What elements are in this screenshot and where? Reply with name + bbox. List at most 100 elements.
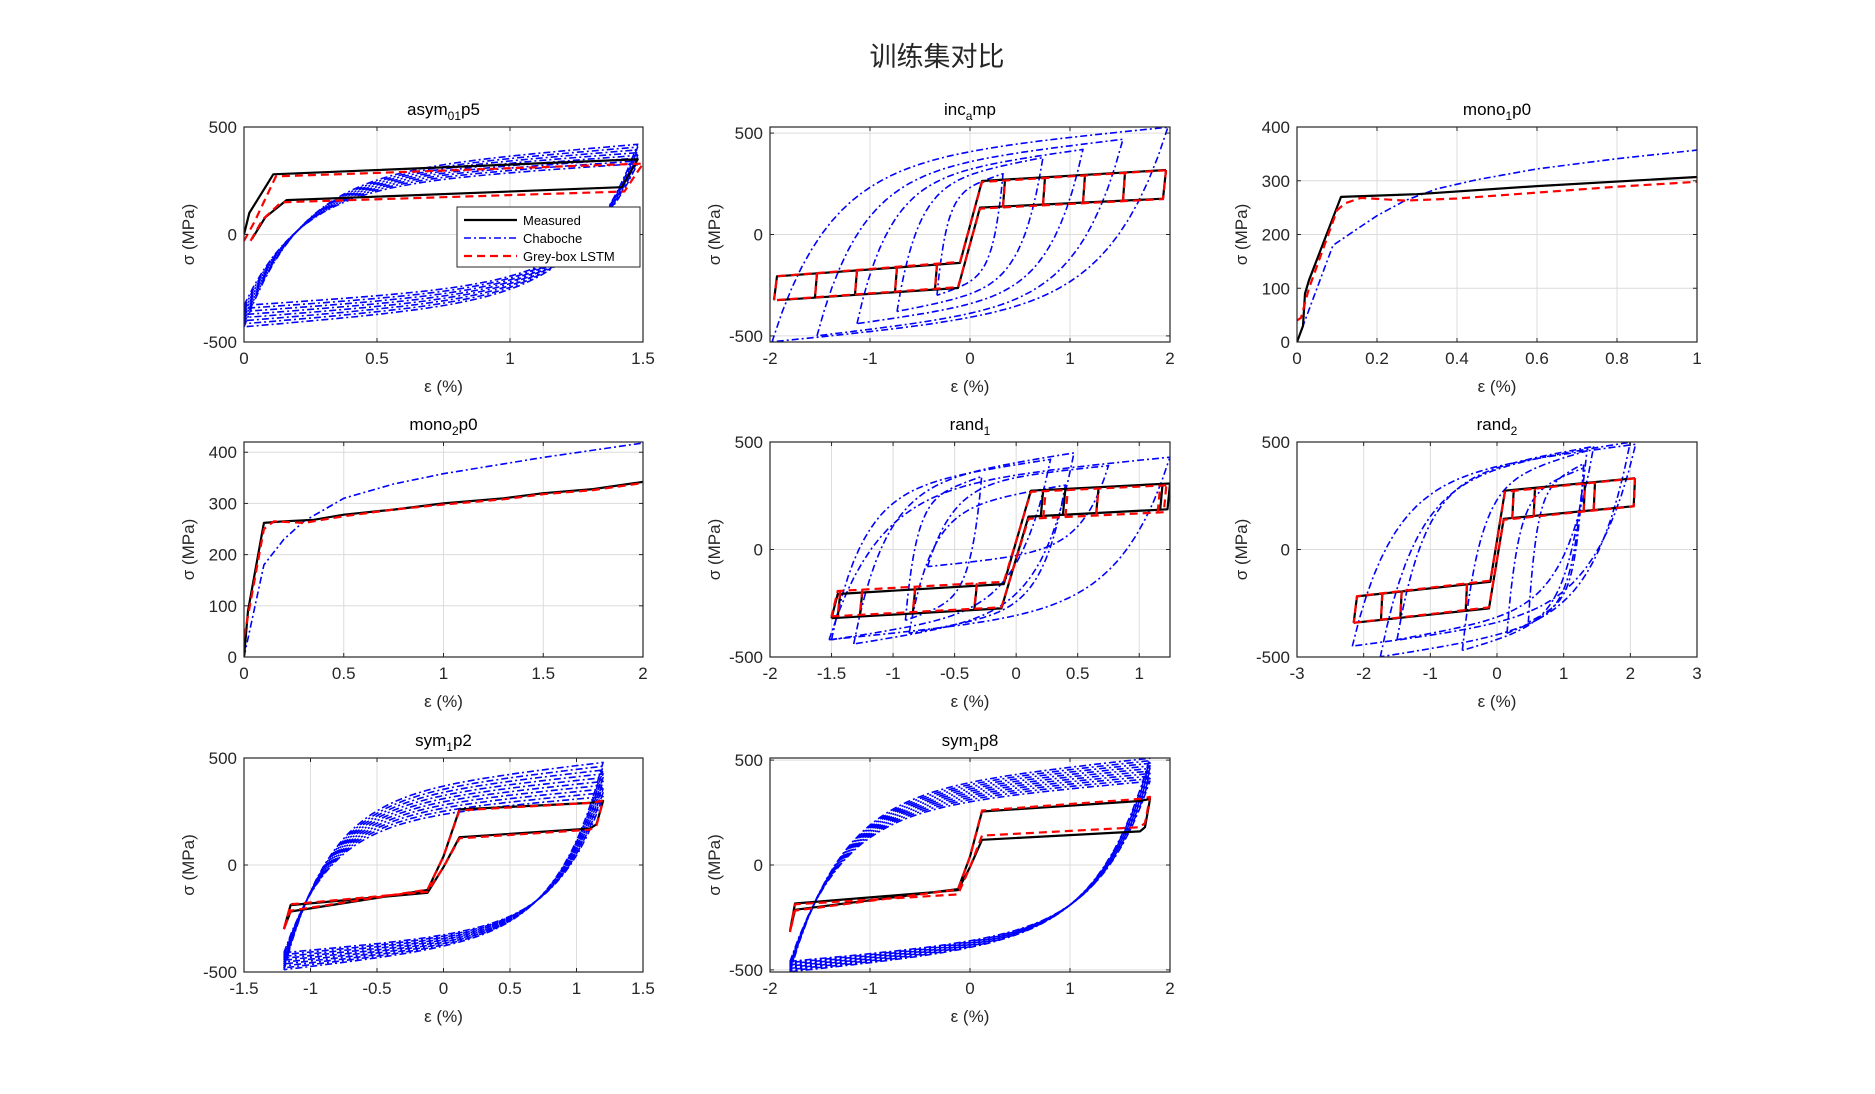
- y-axis-label: σ (MPa): [1232, 519, 1251, 581]
- series-chaboche: [283, 780, 604, 961]
- series-grey-box-lstm: [933, 263, 939, 289]
- x-tick-label: 1: [1134, 664, 1143, 683]
- series-chaboche: [244, 160, 639, 310]
- x-tick-label: 2: [1165, 979, 1174, 998]
- series-grey-box-lstm: [772, 169, 1167, 301]
- legend: Measured Chaboche Grey-box LSTM: [456, 206, 641, 268]
- series-chaboche: [283, 784, 604, 960]
- series-chaboche: [771, 127, 1169, 342]
- series-grey-box-lstm: [1532, 488, 1537, 517]
- x-tick-label: 2: [1165, 349, 1174, 368]
- series-grey-box-lstm: [858, 589, 864, 615]
- x-tick-label: 1.5: [631, 349, 655, 368]
- series-chaboche: [1351, 443, 1637, 647]
- series-chaboche: [244, 151, 639, 319]
- series-measured: [1159, 483, 1164, 510]
- series-measured: [1352, 477, 1636, 623]
- y-tick-label: 500: [735, 751, 763, 770]
- y-tick-label: -500: [203, 963, 237, 982]
- y-tick-label: 300: [209, 494, 237, 513]
- y-tick-label: 100: [209, 597, 237, 616]
- y-tick-label: 0: [228, 226, 237, 245]
- series-grey-box-lstm: [830, 484, 1167, 617]
- series-grey-box-lstm: [788, 795, 1152, 933]
- series-grey-box-lstm: [1399, 590, 1403, 618]
- plot-area: [1297, 149, 1697, 342]
- series-grey-box-lstm: [1582, 483, 1587, 512]
- y-tick-label: 0: [228, 856, 237, 875]
- legend-label: Measured: [523, 213, 581, 228]
- series-chaboche: [283, 776, 604, 963]
- x-tick-label: 0: [1292, 349, 1301, 368]
- series-measured: [1039, 490, 1045, 517]
- y-axis-label: σ (MPa): [1232, 204, 1251, 266]
- y-tick-label: -500: [729, 648, 763, 667]
- series-chaboche: [830, 458, 1052, 641]
- y-tick-label: -500: [203, 333, 237, 352]
- y-tick-label: 500: [209, 118, 237, 137]
- subplot-rand2: -3 -2 -1 0 1 2 3 -500 0 500 rand2 ε (%) σ (MPa): [1232, 415, 1702, 711]
- x-tick-label: 0: [239, 664, 248, 683]
- y-tick-label: 200: [1262, 226, 1290, 245]
- x-tick-label: 1.5: [631, 979, 655, 998]
- subplot-title: asym01p5: [407, 100, 480, 123]
- series-grey-box-lstm: [1001, 180, 1007, 208]
- series-chaboche: [283, 769, 604, 967]
- x-tick-label: -2: [1356, 664, 1371, 683]
- series-grey-box-lstm: [1592, 482, 1597, 511]
- series-chaboche: [244, 154, 639, 316]
- series-grey-box-lstm: [836, 590, 842, 617]
- x-tick-label: -2: [762, 349, 777, 368]
- y-axis-label: σ (MPa): [705, 834, 724, 896]
- x-tick-label: 1.5: [531, 664, 555, 683]
- series-chaboche: [896, 156, 1044, 313]
- x-tick-label: -1: [862, 979, 877, 998]
- y-tick-label: 500: [1262, 433, 1290, 452]
- series-chaboche: [1461, 449, 1588, 652]
- x-tick-label: -0.5: [362, 979, 391, 998]
- series-chaboche: [283, 788, 604, 958]
- series-grey-box-lstm: [1156, 485, 1162, 513]
- x-tick-label: 0.2: [1365, 349, 1389, 368]
- x-tick-label: 1: [1065, 979, 1074, 998]
- legend-label: Grey-box LSTM: [523, 249, 615, 264]
- subplot-title: sym1p8: [942, 731, 999, 754]
- series-chaboche: [1527, 462, 1585, 624]
- series-grey-box-lstm: [1379, 592, 1384, 620]
- x-axis-label: ε (%): [1478, 692, 1517, 711]
- series-chaboche: [244, 442, 643, 657]
- x-tick-label: 0: [1492, 664, 1501, 683]
- legend-box: [456, 206, 641, 268]
- x-tick-label: -1: [886, 664, 901, 683]
- x-tick-label: 0: [965, 349, 974, 368]
- series-chaboche: [244, 146, 639, 325]
- x-tick-label: 0.5: [365, 349, 389, 368]
- x-tick-label: 0.5: [1066, 664, 1090, 683]
- x-tick-label: 0: [1011, 664, 1020, 683]
- series-grey-box-lstm: [813, 272, 819, 298]
- y-tick-label: 0: [228, 648, 237, 667]
- series-grey-box-lstm: [911, 586, 917, 613]
- series-grey-box-lstm: [1464, 583, 1469, 610]
- x-axis-label: ε (%): [951, 692, 990, 711]
- series-grey-box-lstm: [1064, 490, 1069, 518]
- subplot-title: sym1p2: [415, 731, 472, 754]
- x-axis-label: ε (%): [951, 377, 990, 396]
- series-measured: [1061, 488, 1067, 515]
- x-tick-label: -1.5: [817, 664, 846, 683]
- y-tick-label: 0: [754, 226, 763, 245]
- x-tick-label: 2: [638, 664, 647, 683]
- subplot-rand1: -2 -1.5 -1 -0.5 0 0.5 1 -500 0 500 rand1 ε (%) σ (MP…: [705, 415, 1171, 711]
- series-chaboche: [283, 761, 604, 971]
- series-chaboche: [856, 148, 1084, 325]
- subplot-title: rand1: [950, 415, 991, 438]
- x-tick-label: 1: [572, 979, 581, 998]
- series-grey-box-lstm: [853, 269, 859, 295]
- x-tick-label: -3: [1289, 664, 1304, 683]
- subplot-incamp: -2 -1 0 1 2 -500 0 500 incamp ε (%) σ (MPa): [705, 100, 1175, 396]
- y-axis-label: σ (MPa): [705, 519, 724, 581]
- y-tick-label: 500: [209, 749, 237, 768]
- x-tick-label: -1.5: [229, 979, 258, 998]
- series-grey-box-lstm: [1095, 488, 1100, 516]
